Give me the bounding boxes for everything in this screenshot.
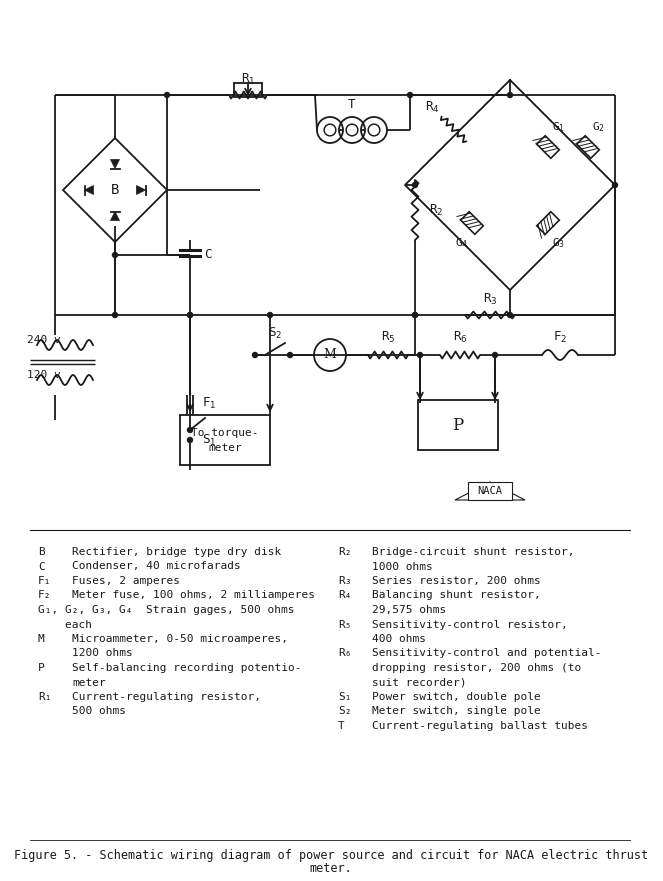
Text: P: P	[452, 417, 463, 433]
Text: R₄: R₄	[338, 590, 351, 601]
Text: S$_2$: S$_2$	[268, 325, 282, 341]
Text: Sensitivity-control resistor,: Sensitivity-control resistor,	[372, 619, 568, 630]
Circle shape	[188, 438, 192, 442]
Text: F$_2$: F$_2$	[553, 329, 567, 344]
Text: R$_5$: R$_5$	[381, 329, 395, 344]
Text: suit recorder): suit recorder)	[372, 677, 467, 687]
Text: P: P	[38, 663, 44, 673]
Polygon shape	[84, 186, 93, 195]
Text: Current-regulating ballast tubes: Current-regulating ballast tubes	[372, 721, 588, 731]
Text: dropping resistor, 200 ohms (to: dropping resistor, 200 ohms (to	[372, 663, 581, 673]
Text: F₁: F₁	[38, 576, 52, 586]
Circle shape	[507, 93, 512, 98]
Text: M: M	[324, 349, 336, 361]
Circle shape	[188, 427, 192, 433]
Text: R₃: R₃	[338, 576, 351, 586]
Text: R$_1$: R$_1$	[241, 71, 255, 86]
Text: NACA: NACA	[477, 486, 503, 496]
Text: R₁: R₁	[38, 692, 52, 702]
Text: G$_4$: G$_4$	[455, 236, 468, 250]
Text: Rectifier, bridge type dry disk: Rectifier, bridge type dry disk	[72, 547, 281, 557]
Text: G$_2$: G$_2$	[592, 120, 605, 134]
Circle shape	[188, 313, 192, 317]
Text: Series resistor, 200 ohms: Series resistor, 200 ohms	[372, 576, 541, 586]
Text: R₅: R₅	[338, 619, 351, 630]
Text: 29,575 ohms: 29,575 ohms	[372, 605, 446, 615]
Circle shape	[412, 313, 418, 317]
Circle shape	[113, 313, 117, 317]
Text: R$_6$: R$_6$	[453, 329, 467, 344]
Circle shape	[493, 352, 497, 358]
Circle shape	[408, 93, 412, 98]
Text: Bridge-circuit shunt resistor,: Bridge-circuit shunt resistor,	[372, 547, 575, 557]
Text: G$_1$: G$_1$	[552, 120, 565, 134]
Circle shape	[418, 352, 422, 358]
Circle shape	[412, 182, 418, 188]
Text: T: T	[338, 721, 345, 731]
Circle shape	[253, 352, 257, 358]
Polygon shape	[111, 159, 119, 168]
Text: 240 v: 240 v	[27, 335, 61, 345]
Text: Meter switch, single pole: Meter switch, single pole	[372, 707, 541, 716]
Text: S₁: S₁	[338, 692, 351, 702]
Text: To torque-: To torque-	[191, 428, 259, 438]
Polygon shape	[137, 186, 145, 195]
Circle shape	[164, 93, 170, 98]
Text: B: B	[111, 183, 119, 197]
Text: Self-balancing recording potentio-: Self-balancing recording potentio-	[72, 663, 302, 673]
Text: Condenser, 40 microfarads: Condenser, 40 microfarads	[72, 561, 241, 572]
Text: F$_1$: F$_1$	[202, 396, 216, 411]
Circle shape	[267, 313, 272, 317]
Polygon shape	[536, 136, 560, 159]
Text: G$_3$: G$_3$	[552, 236, 565, 250]
Text: meter: meter	[72, 677, 106, 687]
Text: C: C	[38, 561, 44, 572]
Text: 1000 ohms: 1000 ohms	[372, 561, 433, 572]
Polygon shape	[461, 211, 483, 234]
Text: Fuses, 2 amperes: Fuses, 2 amperes	[72, 576, 180, 586]
Text: T: T	[348, 98, 356, 110]
Text: Power switch, double pole: Power switch, double pole	[372, 692, 541, 702]
Text: Current-regulating resistor,: Current-regulating resistor,	[72, 692, 261, 702]
Circle shape	[113, 253, 117, 257]
Text: R₂: R₂	[338, 547, 351, 557]
Bar	[180, 415, 270, 465]
Bar	[418, 400, 498, 450]
Text: meter.: meter.	[310, 862, 352, 876]
Text: 120 v: 120 v	[27, 370, 61, 380]
Text: Meter fuse, 100 ohms, 2 milliamperes: Meter fuse, 100 ohms, 2 milliamperes	[72, 590, 315, 601]
Bar	[234, 83, 262, 97]
Text: R₆: R₆	[338, 648, 351, 658]
Polygon shape	[536, 211, 560, 234]
Text: each: each	[38, 619, 92, 630]
Text: 500 ohms: 500 ohms	[72, 707, 126, 716]
Circle shape	[412, 313, 418, 317]
Text: M: M	[38, 634, 44, 644]
Text: Sensitivity-control and potential-: Sensitivity-control and potential-	[372, 648, 601, 658]
Text: S₂: S₂	[338, 707, 351, 716]
Circle shape	[288, 352, 292, 358]
Text: 1200 ohms: 1200 ohms	[72, 648, 133, 658]
Text: R$_2$: R$_2$	[429, 203, 444, 218]
Text: Microammeter, 0-50 microamperes,: Microammeter, 0-50 microamperes,	[72, 634, 288, 644]
Text: 400 ohms: 400 ohms	[372, 634, 426, 644]
Text: S$_1$: S$_1$	[202, 433, 216, 448]
Text: meter: meter	[208, 443, 242, 453]
Text: Figure 5. - Schematic wiring diagram of power source and circuit for NACA electr: Figure 5. - Schematic wiring diagram of …	[14, 848, 648, 862]
Text: R$_3$: R$_3$	[483, 292, 497, 307]
Polygon shape	[577, 136, 599, 159]
Bar	[468, 482, 512, 500]
Text: G₁, G₂, G₃, G₄  Strain gages, 500 ohms: G₁, G₂, G₃, G₄ Strain gages, 500 ohms	[38, 605, 294, 615]
Circle shape	[188, 313, 192, 317]
Text: Balancing shunt resistor,: Balancing shunt resistor,	[372, 590, 541, 601]
Text: F₂: F₂	[38, 590, 52, 601]
Circle shape	[507, 313, 512, 317]
Polygon shape	[111, 211, 119, 220]
Text: R$_4$: R$_4$	[425, 100, 440, 115]
Text: B: B	[38, 547, 44, 557]
Circle shape	[613, 182, 617, 188]
Text: C: C	[204, 248, 211, 262]
